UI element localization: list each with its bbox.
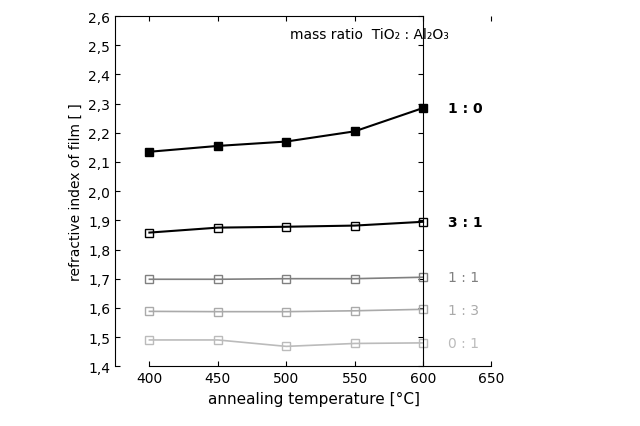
- Text: 0 : 1: 0 : 1: [448, 336, 479, 350]
- Text: 1 : 3: 1 : 3: [448, 303, 479, 317]
- Text: 3 : 1: 3 : 1: [448, 215, 483, 229]
- Text: 1 : 1: 1 : 1: [448, 271, 479, 285]
- Y-axis label: refractive index of film [ ]: refractive index of film [ ]: [68, 103, 83, 280]
- Text: 1 : 0: 1 : 0: [448, 102, 483, 116]
- X-axis label: annealing temperature [°C]: annealing temperature [°C]: [207, 391, 420, 406]
- Text: mass ratio  TiO₂ : Al₂O₃: mass ratio TiO₂ : Al₂O₃: [290, 28, 449, 41]
